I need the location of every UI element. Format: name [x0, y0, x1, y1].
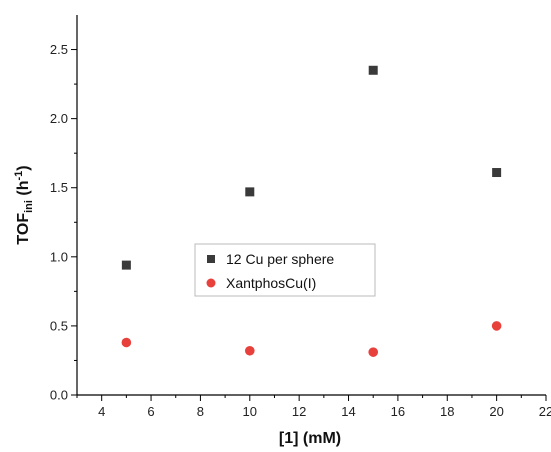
x-ticks: 4 6 8 10 12 14 16 18 20 22 — [76, 395, 551, 419]
y-tick-label: 0.0 — [50, 388, 68, 403]
point-series-2 — [244, 345, 255, 356]
y-tick-label: 1.5 — [50, 180, 68, 195]
axes — [76, 15, 546, 396]
x-axis-title: [1] (mM) — [279, 430, 341, 447]
legend-circle-marker — [206, 278, 216, 288]
y-axis-title: TOFini (h-1) — [13, 165, 35, 244]
x-tick-label: 20 — [489, 404, 503, 419]
x-tick-label: 10 — [243, 404, 257, 419]
point-series-1 — [492, 168, 502, 178]
legend-box — [194, 243, 376, 297]
legend-label-series-1: 12 Cu per sphere — [226, 251, 334, 267]
y-tick-label: 1.0 — [50, 249, 68, 264]
point-series-1 — [368, 65, 378, 75]
x-tick-label: 14 — [341, 404, 355, 419]
x-tick-label: 12 — [292, 404, 306, 419]
x-tick-label: 4 — [98, 404, 105, 419]
point-series-1 — [245, 187, 255, 197]
point-series-1 — [121, 260, 131, 270]
x-tick-label: 22 — [539, 404, 551, 419]
y-tick-label: 2.0 — [50, 111, 68, 126]
legend-label-series-2: XantphosCu(I) — [226, 275, 316, 291]
point-series-2 — [491, 321, 502, 331]
x-tick-label: 16 — [391, 404, 405, 419]
x-tick-label: 18 — [440, 404, 454, 419]
point-series-2 — [368, 347, 379, 357]
y-tick-label: 0.5 — [50, 318, 68, 333]
x-tick-label: 6 — [147, 404, 154, 419]
legend-square-marker — [207, 255, 215, 263]
point-series-2 — [121, 337, 132, 348]
data-points — [121, 65, 502, 357]
y-tick-label: 2.5 — [50, 42, 68, 57]
x-tick-label: 8 — [197, 404, 204, 419]
legend: 12 Cu per sphere XantphosCu(I) — [194, 243, 376, 297]
y-ticks: 0.0 0.5 1.0 1.5 2.0 2.5 — [50, 42, 77, 403]
